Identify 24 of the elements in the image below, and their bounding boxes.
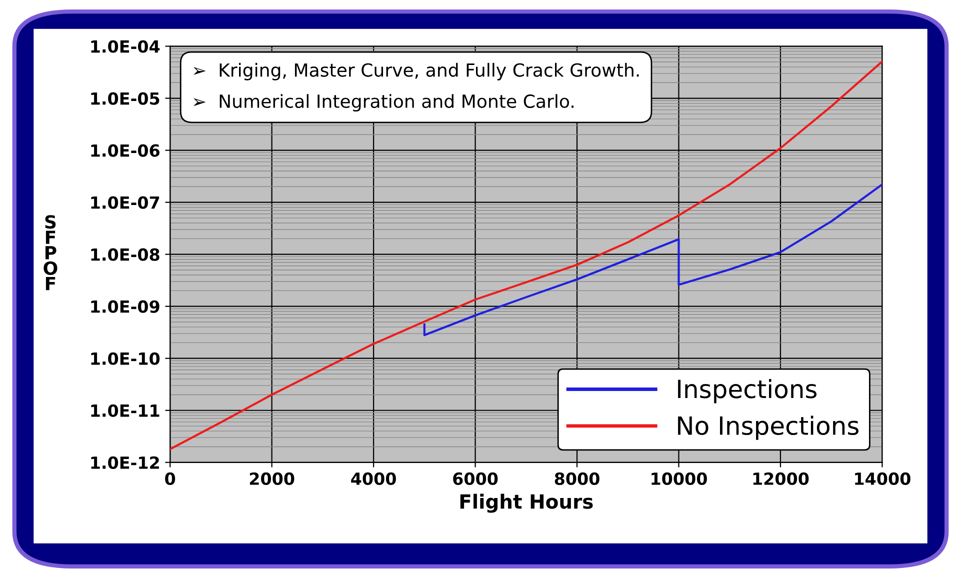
legend-label: Inspections xyxy=(678,379,817,404)
y-tick-label: 1.0E-12 xyxy=(91,456,159,469)
y-axis-title: SFPOF xyxy=(44,215,58,290)
y-tick-label: 1.0E-08 xyxy=(91,248,160,261)
x-tick-label: 6000 xyxy=(453,472,498,486)
y-tick-label: 1.0E-11 xyxy=(91,404,160,417)
y-tick-label: 1.0E-06 xyxy=(91,144,160,157)
line-series xyxy=(423,183,882,336)
annotation: ➢ Kriging, Master Curve, and Fully Crack Growth. xyxy=(193,62,639,80)
x-tick-label: 10000 xyxy=(652,472,707,486)
x-tick-label: 8000 xyxy=(554,472,600,486)
x-tick-label: 0 xyxy=(165,472,176,486)
x-axis-title: Flight Hours xyxy=(460,494,593,513)
x-tick-label: 4000 xyxy=(351,472,396,486)
annotation: ➢ Numerical Integration and Monte Carlo. xyxy=(193,94,574,112)
x-tick-label: 14000 xyxy=(855,472,910,486)
x-tick-label: 2000 xyxy=(250,472,294,486)
y-tick-label: 1.0E-04 xyxy=(91,40,160,53)
y-tick-label: 1.0E-07 xyxy=(91,196,160,209)
y-tick-label: 1.0E-10 xyxy=(91,352,160,365)
x-tick-label: 12000 xyxy=(753,472,809,486)
y-tick-label: 1.0E-05 xyxy=(91,92,160,105)
legend-label: No Inspections xyxy=(678,416,858,440)
y-tick-label: 1.0E-09 xyxy=(91,300,160,313)
